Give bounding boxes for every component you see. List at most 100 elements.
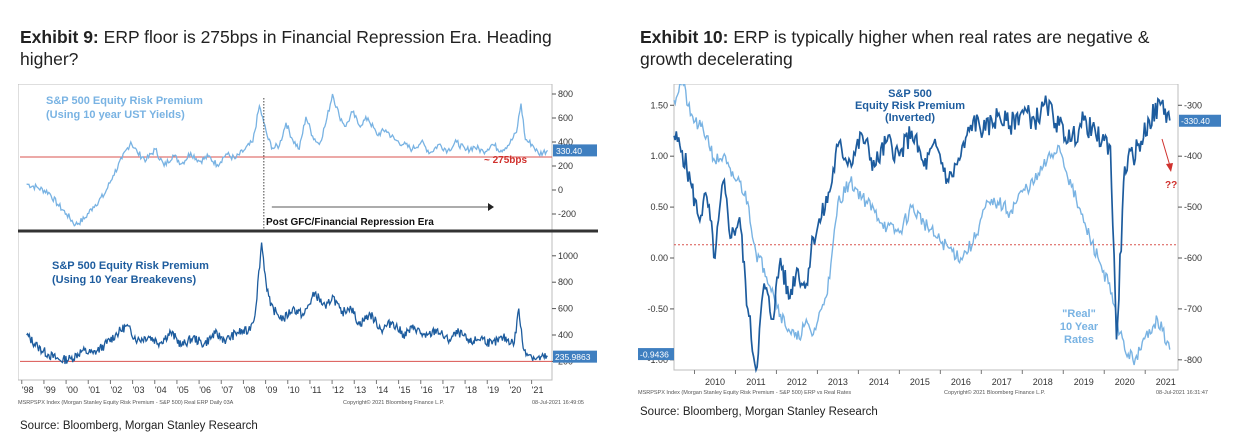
footer-left: MSRPSPX Index (Morgan Stanley Equity Ris… [638,390,851,396]
last-value-box-right [1179,114,1221,127]
legend-label-line2: (Using 10 Year Breakevens) [52,274,196,286]
right-y-tick-label: -300 [1184,100,1202,110]
x-tick-label: '21 [532,385,544,395]
x-tick-label: '15 [399,385,411,395]
x-tick-label: '04 [155,385,167,395]
exhibit-9-chart: 800 600 400 200 0 -200 S&P 500 Equity Risk Pre… [18,84,598,406]
legend-real-line1: "Real" [1062,308,1096,320]
x-tick-label: 2015 [910,377,930,387]
exhibit-9: Exhibit 9: ERP floor is 275bps in Financ… [0,0,600,443]
x-tick-label: 2010 [705,377,725,387]
legend-real-line2: 10 Year [1060,321,1099,333]
y-tick-label-top: -200 [558,209,576,219]
x-tick-label: '00 [66,385,78,395]
y-tick-label-bottom: 800 [558,277,573,287]
series-line-erp-breakevens [26,242,548,365]
legend-label-line1: S&P 500 Equity Risk Premium [46,95,203,107]
y-tick-label-bottom: 600 [558,304,573,314]
x-tick-label: '05 [177,385,189,395]
x-tick-label: '02 [111,385,123,395]
series-line-erp-inverted [673,95,1171,374]
right-y-tick-label: -800 [1184,355,1202,365]
exhibit-10-title-line1: ERP is typically higher when real rates … [733,27,1150,47]
era-arrow-head [488,203,494,211]
x-tick-label: 2018 [1033,377,1053,387]
legend-label-line2: (Using 10 year UST Yields) [46,109,185,121]
reference-label: ~ 275bps [484,155,528,166]
x-tick-label: '18 [465,385,477,395]
left-y-tick-label: -0.50 [647,304,668,314]
exhibit-9-title-line2: higher? [20,49,79,69]
left-y-tick-label: 1.00 [650,151,668,161]
x-tick-label: '11 [310,385,321,395]
y-tick-label-top: 600 [558,113,573,123]
exhibit-10-title-line2: growth decelerating [640,49,793,69]
x-tick-label: 2012 [787,377,807,387]
legend-label-line1: S&P 500 Equity Risk Premium [52,260,209,272]
series-line-real-rates [673,84,1171,366]
y-tick-label-top: 0 [558,185,563,195]
last-value-label-bottom: 235.9863 [555,352,591,362]
x-tick-label: '14 [377,385,389,395]
legend-erp-line2: Equity Risk Premium [855,100,965,112]
y-tick-label-bottom: 400 [558,330,573,340]
x-tick-label: '01 [88,385,100,395]
left-y-tick-label: 0.50 [650,202,668,212]
x-tick-label: '07 [221,385,233,395]
y-tick-label-top: 200 [558,161,573,171]
right-y-tick-label: -700 [1184,304,1202,314]
exhibit-9-title-line1: ERP floor is 275bps in Financial Repress… [103,27,552,47]
last-value-box-top [553,144,597,157]
x-tick-label: 2014 [869,377,889,387]
exhibit-10-title: Exhibit 10: ERP is typically higher when… [640,26,1230,70]
x-tick-label: 2016 [951,377,971,387]
last-value-box-bottom [553,350,597,363]
x-tick-label: '10 [288,385,300,395]
last-value-label-top: 330.40 [556,146,582,156]
x-tick-label: 2021 [1156,377,1176,387]
last-value-box-left [638,348,674,361]
x-tick-label: '98 [22,385,34,395]
x-tick-label: 2019 [1074,377,1094,387]
x-tick-label: '09 [266,385,278,395]
exhibit-10: Exhibit 10: ERP is typically higher when… [622,0,1235,443]
annotation-arrow-line [1161,138,1171,167]
footer-right: 08-Jul-2021 16:31:47 [1156,390,1208,396]
x-tick-label: '06 [199,385,211,395]
right-y-tick-label: -400 [1184,151,1202,161]
x-tick-label: '16 [421,385,433,395]
last-value-label-right: -330.40 [1181,116,1210,126]
exhibit-10-chart: 1.501.000.500.00-0.50-1.00-300-400-500-6… [638,84,1221,396]
exhibit-10-number: Exhibit 10: [640,27,729,47]
x-tick-label: '08 [244,385,256,395]
x-tick-label: 2017 [992,377,1012,387]
x-tick-label: '19 [487,385,499,395]
annotation-arrow-head [1166,163,1173,172]
x-tick-label: '17 [443,385,455,395]
legend-erp-line1: S&P 500 [888,88,932,100]
left-y-tick-label: 1.50 [650,100,668,110]
x-tick-label: '03 [133,385,145,395]
exhibit-10-source: Source: Bloomberg, Morgan Stanley Resear… [640,406,878,418]
exhibit-9-source: Source: Bloomberg, Morgan Stanley Resear… [20,420,258,432]
right-y-tick-label: -500 [1184,202,1202,212]
right-y-tick-label: -600 [1184,253,1202,263]
x-tick-label: 2020 [1115,377,1135,387]
legend-real-line3: Rates [1064,334,1094,346]
last-value-label-left: -0.9436 [640,350,669,360]
footer-mid: Copyright© 2021 Bloomberg Finance L.P. [343,399,445,406]
x-tick-label: '20 [510,385,522,395]
y-tick-label-bottom: 1000 [558,251,578,261]
annotation-question: ?? [1165,180,1177,191]
series-line-erp-ust [26,93,549,227]
footer-left: MSRPSPX Index (Morgan Stanley Equity Ris… [18,400,234,406]
era-annotation: Post GFC/Financial Repression Era [266,217,434,228]
y-tick-label-top: 800 [558,89,573,99]
x-tick-label: '12 [332,385,344,395]
y-tick-label-top: 400 [558,137,573,147]
left-y-tick-label: 0.00 [650,253,668,263]
x-tick-label: '13 [354,385,366,395]
exhibit-9-number: Exhibit 9: [20,27,99,47]
x-tick-label: 2013 [828,377,848,387]
footer-mid: Copyright© 2021 Bloomberg Finance L.P. [944,389,1046,396]
